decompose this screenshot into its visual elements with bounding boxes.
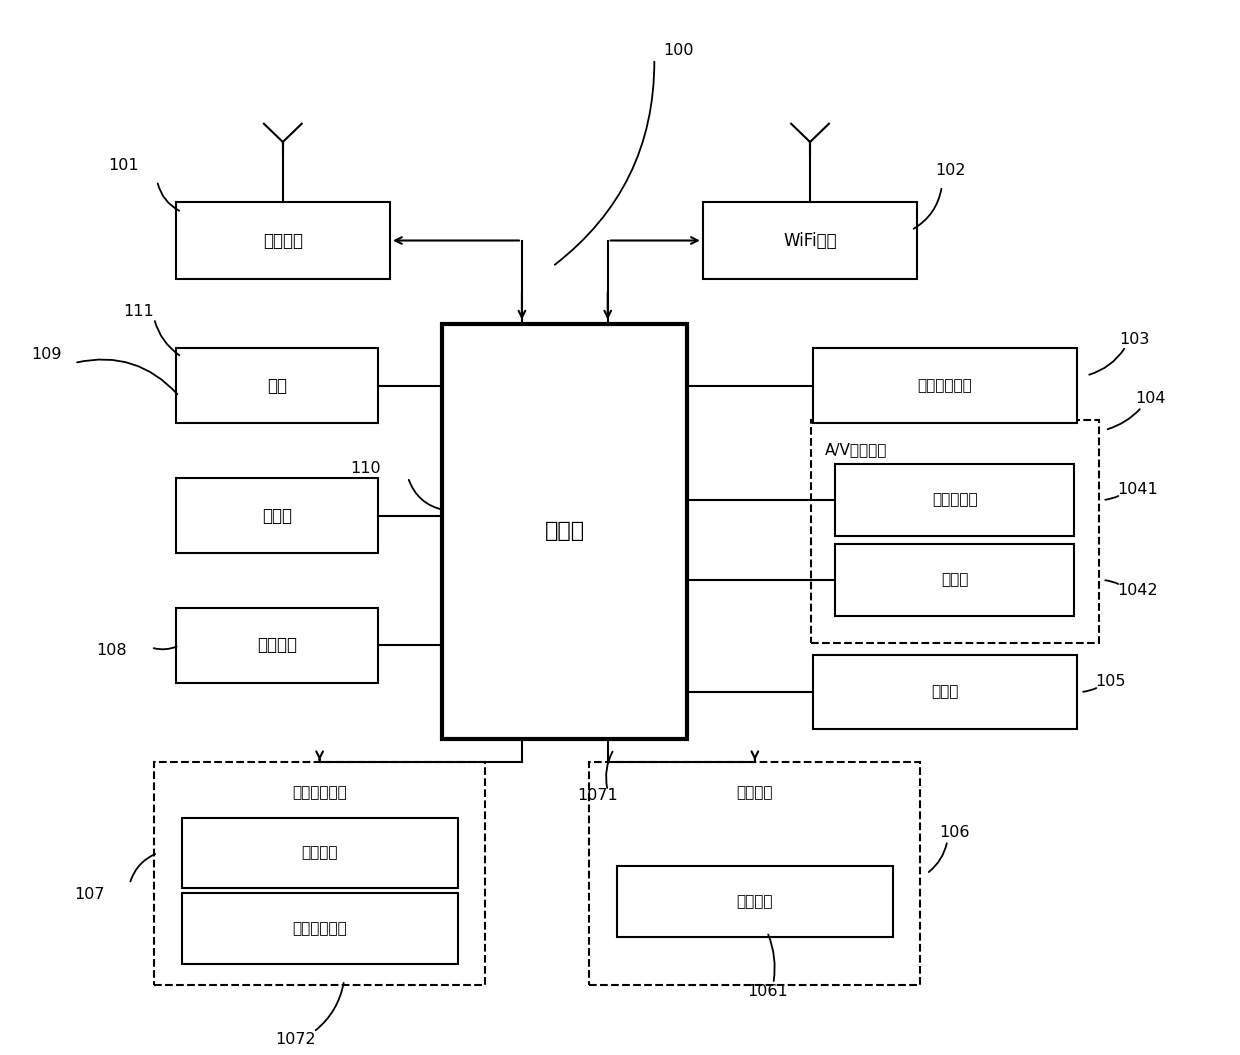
Text: 接口单元: 接口单元 <box>257 636 296 654</box>
Text: 110: 110 <box>350 461 381 477</box>
Bar <box>836 543 1074 616</box>
Bar <box>154 762 485 985</box>
Text: 101: 101 <box>108 158 139 173</box>
Bar <box>813 655 1076 729</box>
Text: 100: 100 <box>663 43 693 58</box>
Bar <box>176 608 378 683</box>
Bar <box>182 894 458 964</box>
Bar <box>703 202 918 280</box>
Bar <box>176 348 378 423</box>
Text: 1042: 1042 <box>1117 582 1158 598</box>
Bar <box>443 324 687 738</box>
Text: 1071: 1071 <box>577 788 618 804</box>
Text: 音频输出单元: 音频输出单元 <box>918 379 972 394</box>
Text: 麦克风: 麦克风 <box>941 573 968 588</box>
Text: 108: 108 <box>95 644 126 658</box>
Text: 显示单元: 显示单元 <box>737 785 773 800</box>
Text: 102: 102 <box>936 162 966 178</box>
Text: 103: 103 <box>1120 331 1149 347</box>
Text: 射频单元: 射频单元 <box>263 231 303 250</box>
Text: 1061: 1061 <box>746 983 787 998</box>
Text: 显示面板: 显示面板 <box>737 895 773 909</box>
Bar <box>618 866 893 937</box>
Bar <box>182 818 458 888</box>
Bar <box>811 420 1099 642</box>
Bar <box>813 348 1076 423</box>
Bar <box>836 464 1074 536</box>
Text: 处理器: 处理器 <box>544 521 585 541</box>
Text: 图形处理器: 图形处理器 <box>932 493 977 507</box>
Text: 存储器: 存储器 <box>262 506 291 524</box>
Text: 电源: 电源 <box>267 377 286 395</box>
Text: 传感器: 传感器 <box>931 685 959 699</box>
Text: 107: 107 <box>74 887 105 902</box>
Bar <box>589 762 920 985</box>
Text: 105: 105 <box>1095 674 1126 689</box>
Text: 1041: 1041 <box>1117 482 1158 497</box>
Text: 1072: 1072 <box>275 1032 315 1047</box>
Text: 104: 104 <box>1136 391 1166 406</box>
Text: A/V输入单元: A/V输入单元 <box>826 442 888 458</box>
Text: 109: 109 <box>31 347 62 362</box>
Text: 其他输入设备: 其他输入设备 <box>293 921 347 936</box>
Bar <box>176 202 391 280</box>
Text: 用户输入单元: 用户输入单元 <box>293 785 347 800</box>
Text: 111: 111 <box>124 304 154 319</box>
Text: 106: 106 <box>939 825 970 840</box>
Bar <box>176 478 378 553</box>
Text: 触控面板: 触控面板 <box>301 845 337 861</box>
Text: WiFi模块: WiFi模块 <box>784 231 837 250</box>
